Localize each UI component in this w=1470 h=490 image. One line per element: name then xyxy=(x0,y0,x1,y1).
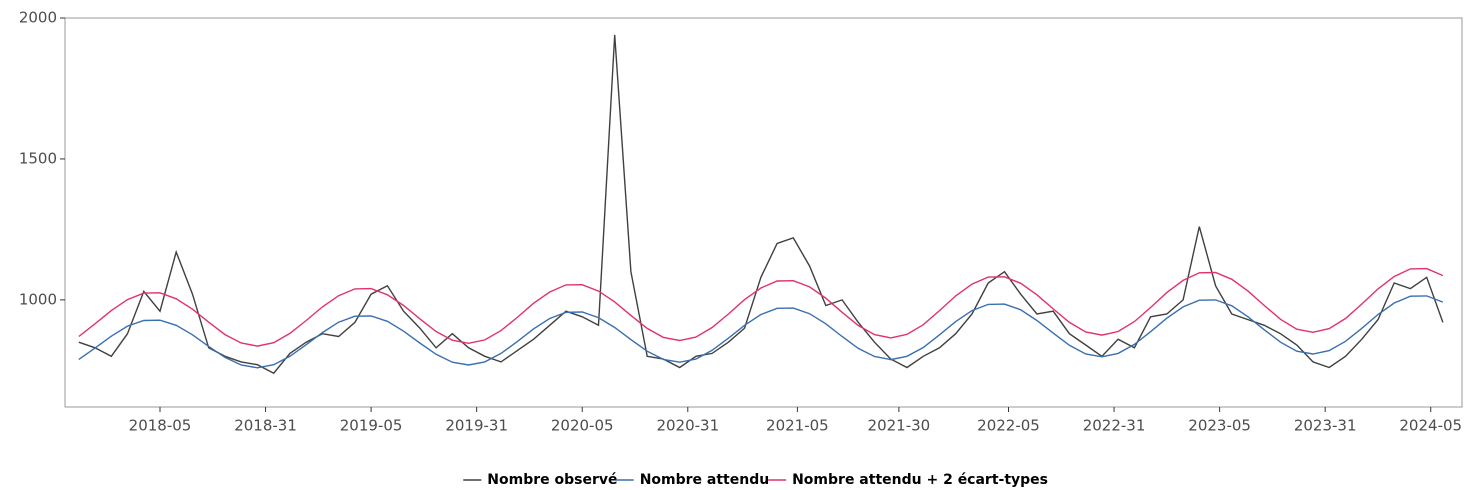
legend-label: Nombre observé xyxy=(487,472,617,488)
y-tick-label: 1000 xyxy=(19,290,57,308)
plot-frame xyxy=(64,17,1463,408)
x-tick-label: 2019-05 xyxy=(340,417,403,435)
series-line xyxy=(78,267,1444,347)
x-tick-label: 2018-05 xyxy=(129,417,192,435)
x-tick-label: 2019-31 xyxy=(445,417,508,435)
legend-label: Nombre attendu xyxy=(640,472,770,488)
y-tick-label: 1500 xyxy=(19,149,57,167)
y-tick-label: 2000 xyxy=(19,9,57,27)
legend-label: Nombre attendu + 2 écart-types xyxy=(792,472,1048,488)
x-tick-label: 2018-31 xyxy=(234,417,297,435)
x-tick-label: 2023-31 xyxy=(1294,417,1357,435)
x-tick-label: 2022-05 xyxy=(977,417,1040,435)
x-tick-label: 2021-30 xyxy=(868,417,931,435)
series-line xyxy=(78,34,1444,375)
series-line xyxy=(78,295,1444,369)
x-tick-label: 2021-05 xyxy=(766,417,829,435)
x-tick-label: 2024-05 xyxy=(1399,417,1462,435)
x-tick-label: 2022-31 xyxy=(1083,417,1146,435)
x-tick-label: 2020-31 xyxy=(656,417,719,435)
x-tick-label: 2023-05 xyxy=(1188,417,1251,435)
x-tick-label: 2020-05 xyxy=(551,417,614,435)
